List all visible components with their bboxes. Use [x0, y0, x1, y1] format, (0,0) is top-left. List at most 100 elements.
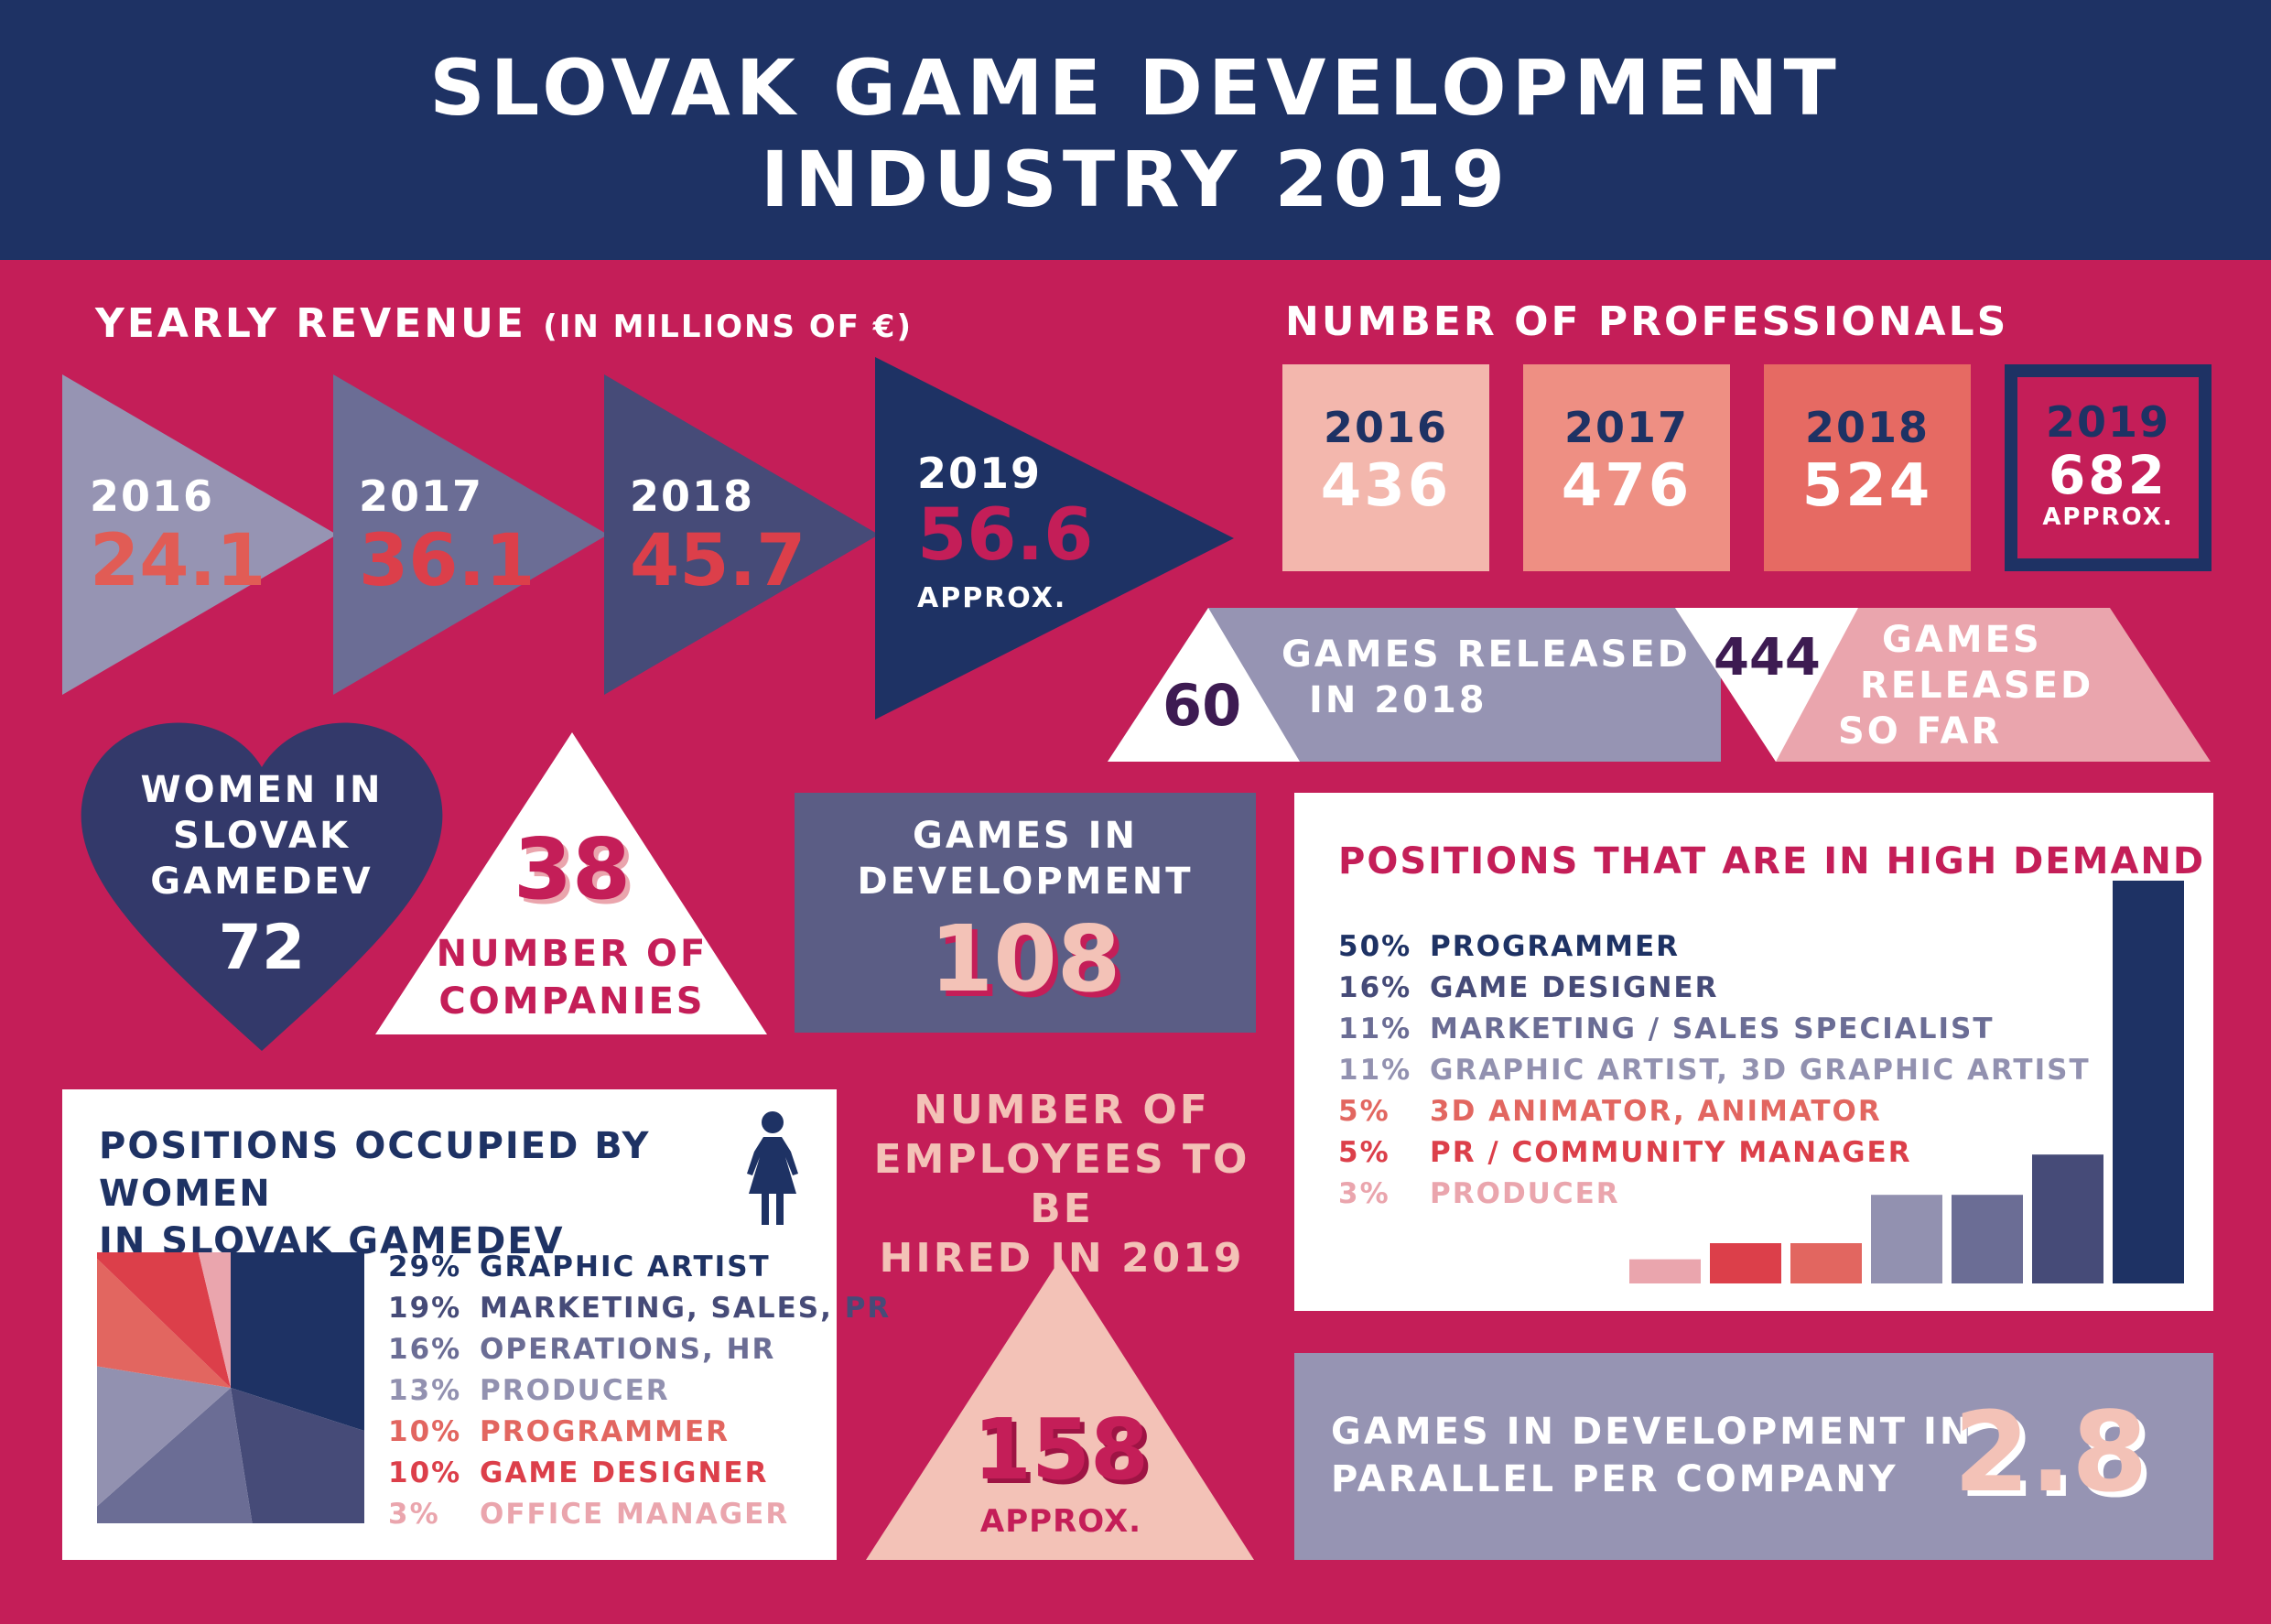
- professionals-year-2019: 2019: [2045, 397, 2171, 447]
- heart-icon: [81, 722, 443, 1051]
- professionals-box-2019: 2019 682 APPROX.: [2005, 364, 2212, 571]
- released-2018-white-triangle: [1108, 608, 1300, 762]
- to-hire-label-line2: EMPLOYEES TO BE: [873, 1136, 1250, 1232]
- released-2018-label-line1: GAMES RELEASED: [1281, 633, 1691, 676]
- high-demand-bar: [1629, 1259, 1701, 1283]
- women-positions-label: PROGRAMMER: [480, 1415, 730, 1448]
- women-positions-row: 10% GAME DESIGNER: [388, 1453, 891, 1494]
- games-in-dev-box: GAMES IN DEVELOPMENT 108: [795, 793, 1256, 1033]
- women-positions-title: POSITIONS OCCUPIED BY WOMEN IN SLOVAK GA…: [99, 1122, 837, 1265]
- revenue-title: YEARLY REVENUE (IN MILLIONS OF €): [95, 300, 913, 347]
- page-title-line1: SLOVAK GAME DEVELOPMENT: [429, 43, 1842, 133]
- released-total-label-line1: GAMES: [1882, 619, 2042, 661]
- revenue-subtitle: (IN MILLIONS OF €): [543, 309, 913, 345]
- revenue-year-2016: 2016: [90, 471, 215, 521]
- high-demand-pct: 5%: [1338, 1095, 1390, 1128]
- professionals-note-2019: APPROX.: [2042, 503, 2174, 531]
- women-positions-pct: 13%: [388, 1374, 462, 1407]
- high-demand-pct: 5%: [1338, 1136, 1390, 1169]
- women-positions-label: MARKETING, SALES, PR: [480, 1292, 892, 1325]
- revenue-arrow-2016: [62, 374, 337, 695]
- revenue-value-2016: 24.1: [90, 520, 266, 602]
- high-demand-row: 16% GAME DESIGNER: [1338, 968, 2091, 1009]
- revenue-arrow-2019: [875, 357, 1234, 720]
- women-positions-pct: 16%: [388, 1333, 462, 1366]
- high-demand-pct: 11%: [1338, 1054, 1412, 1087]
- companies-value: 38: [513, 820, 632, 918]
- women-positions-label: OPERATIONS, HR: [480, 1333, 776, 1366]
- high-demand-label: PRODUCER: [1430, 1177, 1620, 1210]
- professionals-box-2018: 2018 524: [1764, 364, 1971, 571]
- women-positions-pct: 10%: [388, 1415, 462, 1448]
- women-positions-row: 29% GRAPHIC ARTIST: [388, 1247, 891, 1288]
- high-demand-row: 50% PROGRAMMER: [1338, 926, 2091, 968]
- women-positions-label: GRAPHIC ARTIST: [480, 1250, 771, 1283]
- revenue-title-text: YEARLY REVENUE: [95, 300, 526, 347]
- women-label-line1: WOMEN IN: [140, 769, 384, 811]
- women-positions-slice: [97, 1252, 231, 1388]
- high-demand-label: 3D ANIMATOR, ANIMATOR: [1430, 1095, 1882, 1128]
- high-demand-label: MARKETING / SALES SPECIALIST: [1430, 1012, 1995, 1045]
- released-total-label-line2: RELEASED: [1860, 665, 2094, 707]
- high-demand-label: PR / COMMUNITY MANAGER: [1430, 1136, 1912, 1169]
- women-positions-pct: 19%: [388, 1292, 462, 1325]
- revenue-year-2019: 2019: [917, 449, 1043, 498]
- women-positions-slice: [231, 1252, 364, 1432]
- high-demand-pct: 11%: [1338, 1012, 1412, 1045]
- professionals-value-2019: 682: [2048, 444, 2168, 506]
- professionals-value-2018: 524: [1801, 452, 1933, 520]
- revenue-year-2018: 2018: [630, 471, 755, 521]
- revenue-note-2019: APPROX.: [917, 582, 1067, 614]
- high-demand-pct: 3%: [1338, 1177, 1390, 1210]
- revenue-arrow-2018: [604, 374, 879, 695]
- professionals-box-2017: 2017 476: [1523, 364, 1730, 571]
- high-demand-label: GAME DESIGNER: [1430, 971, 1719, 1004]
- women-positions-title-line1: POSITIONS OCCUPIED BY WOMEN: [99, 1125, 651, 1215]
- revenue-value-2018: 45.7: [630, 520, 806, 602]
- companies-label: NUMBER OF COMPANIES: [375, 930, 769, 1025]
- women-positions-row: 16% OPERATIONS, HR: [388, 1329, 891, 1370]
- high-demand-bar: [1710, 1243, 1781, 1283]
- released-2018-label: GAMES RELEASED IN 2018: [1281, 632, 1691, 723]
- women-label-line2: SLOVAK: [173, 815, 351, 857]
- revenue-arrow-2017: [333, 374, 608, 695]
- games-in-dev-label-line1: GAMES IN: [912, 815, 1138, 857]
- women-positions-slice: [97, 1366, 231, 1507]
- women-positions-panel: POSITIONS OCCUPIED BY WOMEN IN SLOVAK GA…: [62, 1089, 889, 1560]
- women-positions-label: OFFICE MANAGER: [480, 1498, 790, 1531]
- high-demand-label: GRAPHIC ARTIST, 3D GRAPHIC ARTIST: [1430, 1054, 2091, 1087]
- women-label: WOMEN IN SLOVAK GAMEDEV: [77, 767, 447, 904]
- high-demand-label: PROGRAMMER: [1430, 930, 1680, 963]
- companies-label-line2: COMPANIES: [438, 980, 706, 1023]
- parallel-label-line1: GAMES IN DEVELOPMENT IN: [1331, 1411, 1974, 1453]
- women-positions-pct: 10%: [388, 1456, 462, 1489]
- women-positions-slice: [198, 1252, 231, 1388]
- parallel-label: GAMES IN DEVELOPMENT IN PARALLEL PER COM…: [1331, 1408, 1973, 1503]
- parallel-label-line2: PARALLEL PER COMPANY: [1331, 1458, 1898, 1500]
- women-positions-row: 3% OFFICE MANAGER: [388, 1494, 891, 1535]
- revenue-year-2017: 2017: [359, 471, 484, 521]
- women-positions-row: 10% PROGRAMMER: [388, 1412, 891, 1453]
- high-demand-pct: 50%: [1338, 930, 1412, 963]
- woman-icon: [747, 1111, 798, 1225]
- games-in-dev-label: GAMES IN DEVELOPMENT: [795, 793, 1256, 904]
- women-positions-list: 29% GRAPHIC ARTIST 19% MARKETING, SALES, PR…: [388, 1247, 891, 1535]
- women-value: 72: [218, 912, 306, 984]
- high-demand-row: 11% MARKETING / SALES SPECIALIST: [1338, 1009, 2091, 1050]
- high-demand-bar: [1871, 1195, 1942, 1283]
- to-hire-label: NUMBER OF EMPLOYEES TO BE HIRED IN 2019: [851, 1086, 1272, 1283]
- revenue-value-2019: 56.6: [917, 494, 1094, 577]
- header-banner: SLOVAK GAME DEVELOPMENT INDUSTRY 2019: [0, 0, 2271, 260]
- games-in-dev-label-line2: DEVELOPMENT: [857, 861, 1194, 903]
- released-total-label: GAMES RELEASED SO FAR: [1838, 617, 2093, 754]
- high-demand-bar: [2113, 881, 2184, 1283]
- released-total-white-triangle: [1675, 608, 1858, 762]
- women-positions-chart: [97, 1252, 364, 1523]
- high-demand-bar: [2032, 1154, 2103, 1283]
- high-demand-list: 50% PROGRAMMER 16% GAME DESIGNER 11% MARKETIN…: [1338, 926, 2091, 1215]
- parallel-value: 2.8: [1953, 1390, 2148, 1517]
- women-label-line3: GAMEDEV: [150, 861, 373, 903]
- women-positions-label: PRODUCER: [480, 1374, 670, 1407]
- high-demand-title: POSITIONS THAT ARE IN HIGH DEMAND: [1338, 840, 2206, 882]
- professionals-year-2018: 2018: [1804, 403, 1930, 452]
